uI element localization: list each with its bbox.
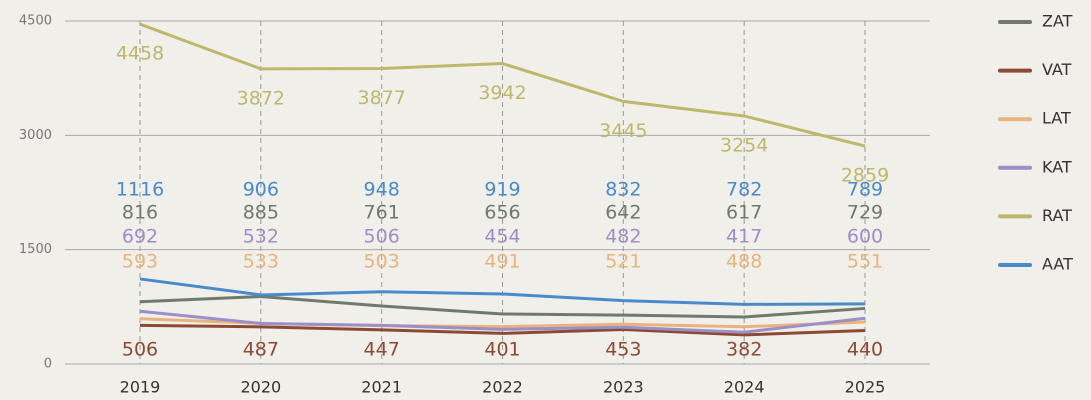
x-tick-label: 2022 — [482, 378, 523, 397]
legend-label: LAT — [1042, 109, 1071, 128]
data-label: 782 — [726, 179, 762, 201]
data-label: 482 — [605, 226, 641, 248]
legend-label: AAT — [1042, 255, 1073, 274]
data-label: 551 — [847, 251, 883, 273]
data-label: 3254 — [720, 134, 768, 156]
data-label: 3872 — [237, 87, 285, 109]
data-label: 3877 — [357, 87, 405, 109]
data-label: 454 — [484, 226, 520, 248]
data-label: 401 — [484, 339, 520, 361]
data-label: 417 — [726, 226, 762, 248]
data-label: 832 — [605, 179, 641, 201]
series-line — [139, 323, 866, 337]
data-label: 656 — [484, 202, 520, 224]
data-label: 453 — [605, 339, 641, 361]
y-tick-label: 3000 — [19, 128, 52, 143]
data-label: 885 — [243, 202, 279, 224]
data-label: 617 — [726, 202, 762, 224]
data-label: 729 — [847, 202, 883, 224]
data-label: 521 — [605, 251, 641, 273]
y-tick-label: 4500 — [19, 14, 52, 29]
series-line — [139, 277, 866, 306]
data-label: 919 — [484, 179, 520, 201]
data-label: 1116 — [116, 179, 164, 201]
series-line — [139, 295, 866, 319]
data-label: 692 — [122, 226, 158, 248]
data-label: 906 — [243, 179, 279, 201]
data-label: 491 — [484, 251, 520, 273]
y-tick-label: 0 — [44, 357, 52, 372]
data-label: 506 — [122, 339, 158, 361]
x-tick-label: 2021 — [361, 378, 402, 397]
x-tick-label: 2024 — [724, 378, 765, 397]
x-tick-label: 2020 — [240, 378, 281, 397]
legend-label: RAT — [1042, 206, 1072, 225]
data-label: 533 — [243, 251, 279, 273]
x-tick-label: 2025 — [845, 378, 886, 397]
data-label: 503 — [364, 251, 400, 273]
series-line — [139, 22, 866, 148]
data-label: 816 — [122, 202, 158, 224]
x-tick-label: 2019 — [120, 378, 161, 397]
data-label: 4458 — [116, 43, 164, 65]
data-label: 642 — [605, 202, 641, 224]
data-label: 2859 — [841, 165, 889, 187]
data-label: 3942 — [478, 82, 526, 104]
data-label: 761 — [364, 202, 400, 224]
data-label: 3445 — [599, 120, 647, 142]
legend-label: KAT — [1042, 157, 1072, 176]
data-label: 447 — [364, 339, 400, 361]
data-label: 593 — [122, 251, 158, 273]
legend-label: VAT — [1042, 60, 1072, 79]
data-label: 382 — [726, 339, 762, 361]
data-label: 789 — [847, 179, 883, 201]
data-label: 948 — [364, 179, 400, 201]
data-label: 488 — [726, 251, 762, 273]
legend-label: ZAT — [1042, 12, 1073, 31]
x-tick-label: 2023 — [603, 378, 644, 397]
data-label: 532 — [243, 226, 279, 248]
data-label: 487 — [243, 339, 279, 361]
series-line — [139, 309, 866, 334]
data-label: 440 — [847, 339, 883, 361]
data-label: 600 — [847, 226, 883, 248]
y-tick-label: 1500 — [19, 242, 52, 257]
data-label: 506 — [364, 226, 400, 248]
